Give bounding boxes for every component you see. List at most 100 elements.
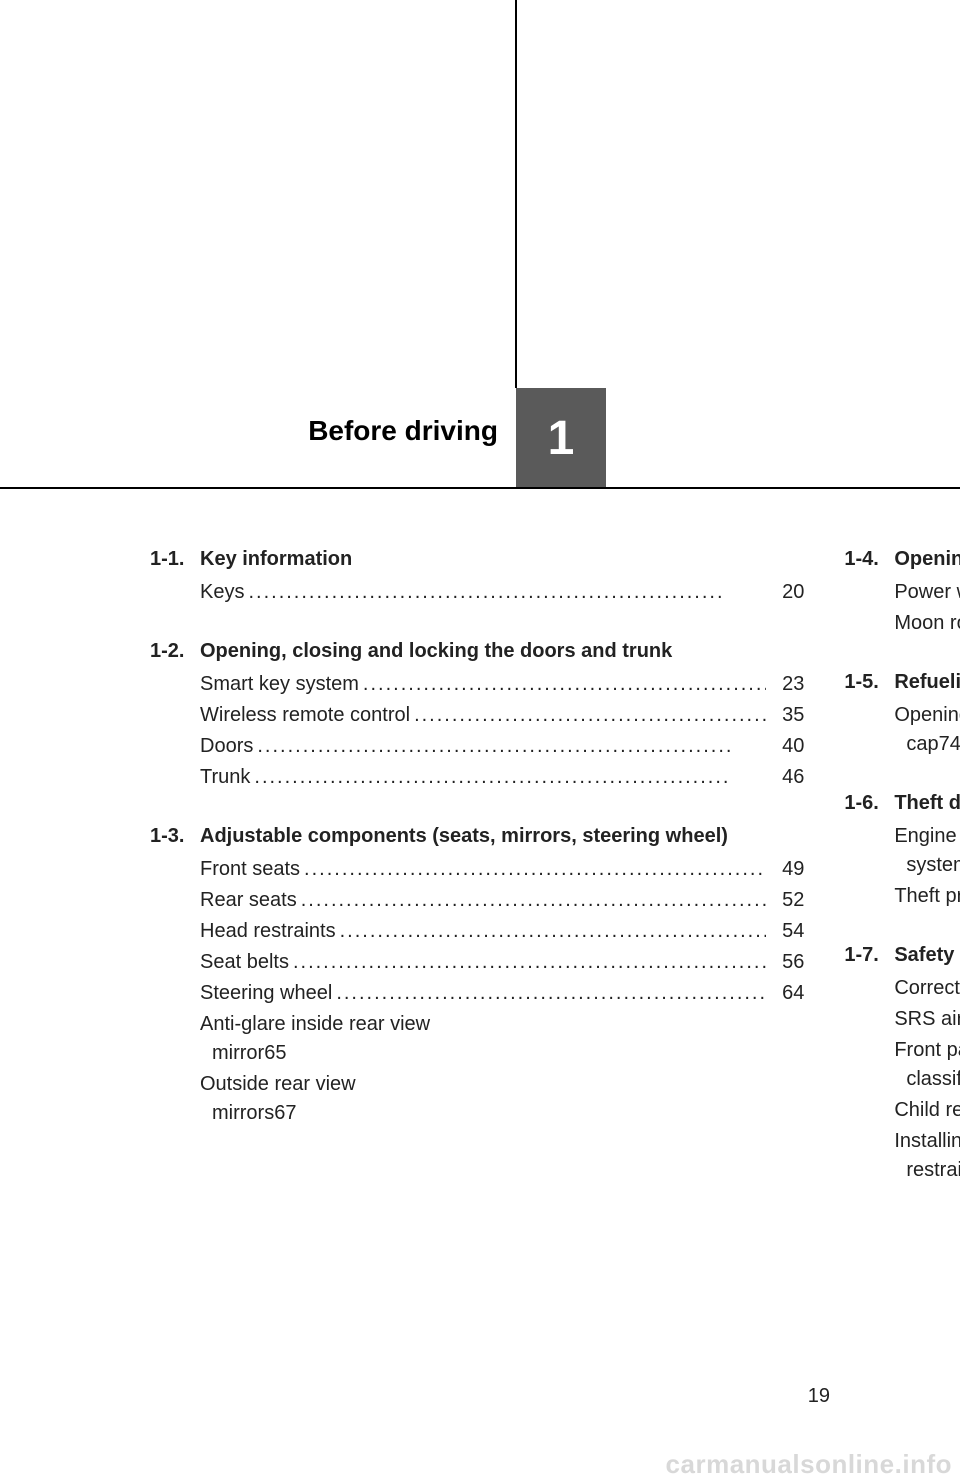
- toc-entry: Anti-glare inside rear view mirror65: [150, 1010, 804, 1068]
- entry-page: 40: [766, 732, 804, 761]
- entry-label: Theft prevention labels: [894, 882, 960, 911]
- entry-label: Head restraints: [200, 917, 336, 946]
- entry-label: Steering wheel: [200, 979, 332, 1008]
- section-title: Safety information: [894, 941, 960, 970]
- entry-label-line2: cap: [906, 730, 938, 759]
- entry-label-line1: Installing child: [894, 1127, 960, 1156]
- toc-entry: Keys 20: [150, 578, 804, 607]
- section-heading: 1-2. Opening, closing and locking the do…: [150, 637, 804, 666]
- section-1-6: 1-6. Theft deterrent system Engine immob…: [844, 789, 960, 911]
- entry-label-line2: restraints: [906, 1156, 960, 1185]
- leader-dots: [300, 855, 766, 884]
- entry-label-line1: Engine immobilizer: [894, 822, 960, 851]
- chapter-header: Before driving 1: [0, 0, 960, 487]
- page-number: 19: [808, 1385, 830, 1408]
- entry-page: 20: [766, 578, 804, 607]
- section-1-7: 1-7. Safety information Correct driving …: [844, 941, 960, 1185]
- entry-label: Front seats: [200, 855, 300, 884]
- leader-dots: [250, 763, 766, 792]
- section-number: 1-5.: [844, 668, 894, 697]
- section-heading: 1-6. Theft deterrent system: [844, 789, 960, 818]
- entry-page: 64: [766, 979, 804, 1008]
- entry-label: Wireless remote control: [200, 701, 410, 730]
- entry-label-line2: classification system: [906, 1065, 960, 1094]
- entry-page: 67: [274, 1099, 296, 1128]
- entry-label-line2: system: [906, 851, 960, 880]
- section-number: 1-3.: [150, 822, 200, 851]
- leader-dots: [332, 979, 766, 1008]
- toc-entry: Theft prevention labels80: [844, 882, 960, 911]
- entry-page: 52: [766, 886, 804, 915]
- section-heading: 1-4. Opening and closing the windows: [844, 545, 960, 574]
- entry-page: 56: [766, 948, 804, 977]
- toc-entry: SRS airbags83: [844, 1005, 960, 1034]
- entry-label: Rear seats: [200, 886, 297, 915]
- toc-entry: Head restraints 54: [150, 917, 804, 946]
- toc-entry: Correct driving posture81: [844, 974, 960, 1003]
- section-title: Adjustable components (seats, mirrors, s…: [200, 822, 804, 851]
- section-1-4: 1-4. Opening and closing the windows Pow…: [844, 545, 960, 638]
- entry-label-line2: mirror: [212, 1039, 264, 1068]
- section-1-3: 1-3. Adjustable components (seats, mirro…: [150, 822, 804, 1128]
- entry-label-line1: Front passenger occupant: [894, 1036, 960, 1065]
- toc-entry: Engine immobilizer system78: [844, 822, 960, 880]
- entry-label-line2: mirrors: [212, 1099, 274, 1128]
- entry-label: Correct driving posture: [894, 974, 960, 1003]
- entry-page: 54: [766, 917, 804, 946]
- horizontal-divider: [0, 487, 960, 489]
- toc-entry: Doors 40: [150, 732, 804, 761]
- entry-label: Seat belts: [200, 948, 289, 977]
- section-number: 1-7.: [844, 941, 894, 970]
- entry-page: 49: [766, 855, 804, 884]
- entry-label: SRS airbags: [894, 1005, 960, 1034]
- leader-dots: [244, 578, 766, 607]
- entry-label: Child restraint systems: [894, 1096, 960, 1125]
- section-title: Opening and closing the windows: [894, 545, 960, 574]
- entry-label: Trunk: [200, 763, 250, 792]
- entry-label: Moon roof: [894, 609, 960, 638]
- entry-page: 74: [939, 730, 960, 759]
- entry-page: 35: [766, 701, 804, 730]
- toc-content: 1-1. Key information Keys 20 1-2. Openin…: [150, 545, 830, 1215]
- toc-entry: Rear seats 52: [150, 886, 804, 915]
- entry-label: Power windows: [894, 578, 960, 607]
- entry-page: 23: [766, 670, 804, 699]
- section-1-1: 1-1. Key information Keys 20: [150, 545, 804, 607]
- section-number: 1-1.: [150, 545, 200, 574]
- section-heading: 1-7. Safety information: [844, 941, 960, 970]
- entry-label-line1: Opening the fuel tank: [894, 701, 960, 730]
- section-title: Theft deterrent system: [894, 789, 960, 818]
- toc-right-column: 1-4. Opening and closing the windows Pow…: [844, 545, 960, 1215]
- toc-entry: Seat belts 56: [150, 948, 804, 977]
- toc-entry: Front seats 49: [150, 855, 804, 884]
- chapter-number-box: 1: [516, 388, 606, 488]
- entry-page: 46: [766, 763, 804, 792]
- leader-dots: [297, 886, 767, 915]
- toc-entry: Trunk 46: [150, 763, 804, 792]
- section-1-5: 1-5. Refueling Opening the fuel tank cap…: [844, 668, 960, 759]
- section-1-2: 1-2. Opening, closing and locking the do…: [150, 637, 804, 792]
- entry-label-line1: Anti-glare inside rear view: [200, 1010, 804, 1039]
- section-title: Opening, closing and locking the doors a…: [200, 637, 804, 666]
- leader-dots: [359, 670, 766, 699]
- toc-entry: Smart key system 23: [150, 670, 804, 699]
- section-number: 1-4.: [844, 545, 894, 574]
- toc-entry: Steering wheel 64: [150, 979, 804, 1008]
- toc-left-column: 1-1. Key information Keys 20 1-2. Openin…: [150, 545, 804, 1215]
- section-heading: 1-1. Key information: [150, 545, 804, 574]
- toc-entry: Installing child restraints104: [844, 1127, 960, 1185]
- entry-label: Smart key system: [200, 670, 359, 699]
- vertical-divider: [515, 0, 517, 388]
- section-heading: 1-5. Refueling: [844, 668, 960, 697]
- toc-entry: Child restraint systems100: [844, 1096, 960, 1125]
- entry-label-line1: Outside rear view: [200, 1070, 804, 1099]
- leader-dots: [336, 917, 767, 946]
- entry-label: Doors: [200, 732, 253, 761]
- entry-label: Keys: [200, 578, 244, 607]
- toc-entry: Moon roof71: [844, 609, 960, 638]
- toc-entry: Outside rear view mirrors67: [150, 1070, 804, 1128]
- leader-dots: [289, 948, 766, 977]
- toc-entry: Power windows69: [844, 578, 960, 607]
- watermark: carmanualsonline.info: [666, 1449, 952, 1480]
- chapter-title: Before driving: [308, 415, 498, 447]
